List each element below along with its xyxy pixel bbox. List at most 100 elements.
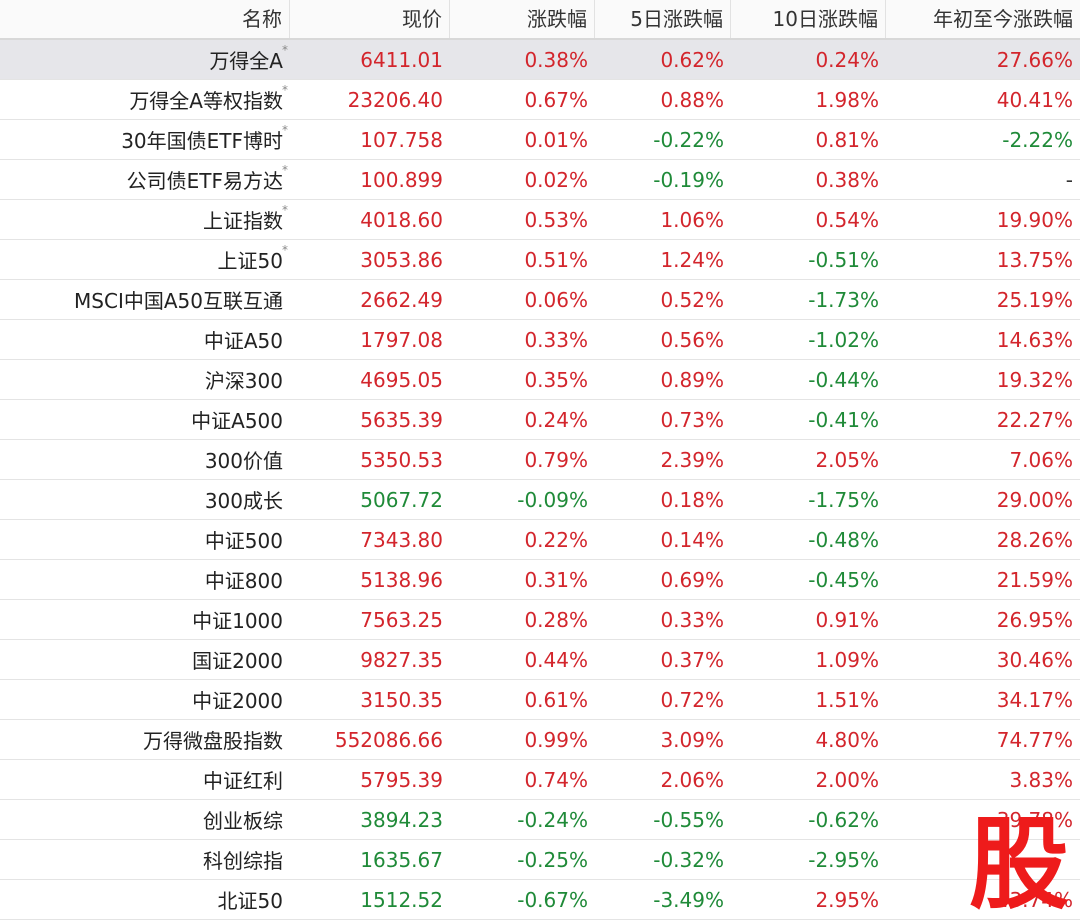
price-cell: 1512.52: [360, 887, 443, 912]
table-row[interactable]: 科创综指 1635.67 -0.25% -0.32% -2.95%: [0, 840, 1080, 880]
change-5d-cell: 0.69%: [660, 567, 724, 592]
change-cell: 0.79%: [524, 447, 588, 472]
change-10d-cell: 4.80%: [815, 727, 879, 752]
change-ytd-cell: 28.26%: [996, 527, 1073, 552]
table-row[interactable]: 中证1000 7563.25 0.28% 0.33% 0.91% 26.95%: [0, 600, 1080, 640]
change-5d-cell: 1.24%: [660, 247, 724, 272]
index-name: 上证指数: [203, 209, 283, 233]
change-cell: -0.25%: [517, 847, 588, 872]
index-name-cell: 国证2000: [0, 645, 290, 674]
index-name: 上证50: [217, 249, 283, 273]
change-10d-cell: -1.75%: [808, 487, 879, 512]
index-name: 沪深300: [204, 369, 283, 393]
index-name: 创业板综: [203, 809, 283, 833]
change-5d-cell: -0.19%: [653, 167, 724, 192]
price-cell: 7563.25: [360, 607, 443, 632]
price-cell: 3053.86: [360, 247, 443, 272]
index-name-cell: 中证红利: [0, 765, 290, 794]
index-name: 300成长: [204, 489, 283, 513]
change-5d-cell: -3.49%: [653, 887, 724, 912]
change-5d-cell: 0.88%: [660, 87, 724, 112]
price-cell: 107.758: [360, 127, 443, 152]
column-header-change-10d[interactable]: 10日涨跌幅: [731, 0, 886, 38]
index-name-cell: 中证2000: [0, 685, 290, 714]
table-row[interactable]: 中证A500 5635.39 0.24% 0.73% -0.41% 22.27%: [0, 400, 1080, 440]
index-name-cell: 创业板综: [0, 805, 290, 834]
change-cell: 0.67%: [524, 87, 588, 112]
change-cell: 0.74%: [524, 767, 588, 792]
change-10d-cell: -0.45%: [808, 567, 879, 592]
change-cell: -0.24%: [517, 807, 588, 832]
change-cell: -0.09%: [517, 487, 588, 512]
index-name: 万得全A等权指数: [129, 89, 283, 113]
change-ytd-cell: 25.19%: [996, 287, 1073, 312]
table-row[interactable]: 万得微盘股指数 552086.66 0.99% 3.09% 4.80% 74.77%: [0, 720, 1080, 760]
table-row[interactable]: 北证50 1512.52 -0.67% -3.49% 2.95% 43.74%: [0, 880, 1080, 920]
price-cell: 6411.01: [360, 47, 443, 72]
realtime-marker: *: [282, 163, 288, 177]
table-row[interactable]: 中证500 7343.80 0.22% 0.14% -0.48% 28.26%: [0, 520, 1080, 560]
index-name-cell: 北证50: [0, 885, 290, 914]
table-row[interactable]: 30年国债ETF博时 * 107.758 0.01% -0.22% 0.81% -2.22%: [0, 120, 1080, 160]
change-cell: 0.44%: [524, 647, 588, 672]
index-name-cell: 30年国债ETF博时 *: [0, 123, 290, 154]
price-cell: 5350.53: [360, 447, 443, 472]
change-5d-cell: 0.14%: [660, 527, 724, 552]
table-row[interactable]: 中证2000 3150.35 0.61% 0.72% 1.51% 34.17%: [0, 680, 1080, 720]
change-cell: 0.35%: [524, 367, 588, 392]
table-row[interactable]: 中证A50 1797.08 0.33% 0.56% -1.02% 14.63%: [0, 320, 1080, 360]
index-name-cell: 万得微盘股指数: [0, 725, 290, 754]
column-header-change[interactable]: 涨跌幅: [450, 0, 595, 38]
index-name: 中证A500: [191, 409, 283, 433]
table-row[interactable]: 300成长 5067.72 -0.09% 0.18% -1.75% 29.00%: [0, 480, 1080, 520]
change-cell: 0.53%: [524, 207, 588, 232]
index-name: 万得微盘股指数: [143, 729, 283, 753]
table-body: 万得全A * 6411.01 0.38% 0.62% 0.24% 27.66% 万得全A等权指…: [0, 40, 1080, 920]
column-header-price[interactable]: 现价: [290, 0, 450, 38]
table-row[interactable]: MSCI中国A50互联互通 2662.49 0.06% 0.52% -1.73% 25.1…: [0, 280, 1080, 320]
change-10d-cell: 0.81%: [815, 127, 879, 152]
column-header-name[interactable]: 名称: [0, 0, 290, 38]
table-row[interactable]: 300价值 5350.53 0.79% 2.39% 2.05% 7.06%: [0, 440, 1080, 480]
change-10d-cell: 1.09%: [815, 647, 879, 672]
price-cell: 9827.35: [360, 647, 443, 672]
index-name: 国证2000: [192, 649, 283, 673]
realtime-marker: *: [282, 43, 288, 57]
change-5d-cell: 0.37%: [660, 647, 724, 672]
table-row[interactable]: 上证指数 * 4018.60 0.53% 1.06% 0.54% 19.90%: [0, 200, 1080, 240]
realtime-marker: *: [282, 123, 288, 137]
table-row[interactable]: 创业板综 3894.23 -0.24% -0.55% -0.62% 39.78%: [0, 800, 1080, 840]
index-name: 北证50: [217, 889, 283, 913]
change-5d-cell: -0.22%: [653, 127, 724, 152]
index-name-cell: 中证A500: [0, 405, 290, 434]
realtime-marker: *: [282, 203, 288, 217]
change-ytd-cell: 40.41%: [996, 87, 1073, 112]
change-ytd-cell: 19.90%: [996, 207, 1073, 232]
price-cell: 552086.66: [334, 727, 443, 752]
change-5d-cell: 0.33%: [660, 607, 724, 632]
index-name-cell: 中证A50: [0, 325, 290, 354]
table-row[interactable]: 万得全A * 6411.01 0.38% 0.62% 0.24% 27.66%: [0, 40, 1080, 80]
index-name-cell: 上证50 *: [0, 243, 290, 274]
price-cell: 4018.60: [360, 207, 443, 232]
change-5d-cell: -0.55%: [653, 807, 724, 832]
index-name: 中证红利: [203, 769, 283, 793]
table-row[interactable]: 中证红利 5795.39 0.74% 2.06% 2.00% 3.83%: [0, 760, 1080, 800]
index-name: 中证2000: [192, 689, 283, 713]
column-header-change-5d[interactable]: 5日涨跌幅: [595, 0, 731, 38]
table-row[interactable]: 沪深300 4695.05 0.35% 0.89% -0.44% 19.32%: [0, 360, 1080, 400]
index-name: MSCI中国A50互联互通: [74, 289, 283, 313]
table-header: 名称 现价 涨跌幅 5日涨跌幅 10日涨跌幅 年初至今涨跌幅: [0, 0, 1080, 40]
index-name-cell: 中证1000: [0, 605, 290, 634]
table-row[interactable]: 上证50 * 3053.86 0.51% 1.24% -0.51% 13.75%: [0, 240, 1080, 280]
change-ytd-cell: 74.77%: [996, 727, 1073, 752]
change-ytd-cell: 7.06%: [1009, 447, 1073, 472]
watermark-logo: 股: [969, 806, 1069, 923]
column-header-change-ytd[interactable]: 年初至今涨跌幅: [933, 7, 1073, 31]
table-row[interactable]: 公司债ETF易方达 * 100.899 0.02% -0.19% 0.38% -: [0, 160, 1080, 200]
table-row[interactable]: 中证800 5138.96 0.31% 0.69% -0.45% 21.59%: [0, 560, 1080, 600]
table-row[interactable]: 国证2000 9827.35 0.44% 0.37% 1.09% 30.46%: [0, 640, 1080, 680]
table-row[interactable]: 万得全A等权指数 * 23206.40 0.67% 0.88% 1.98% 40.41%: [0, 80, 1080, 120]
change-ytd-cell: 22.27%: [996, 407, 1073, 432]
